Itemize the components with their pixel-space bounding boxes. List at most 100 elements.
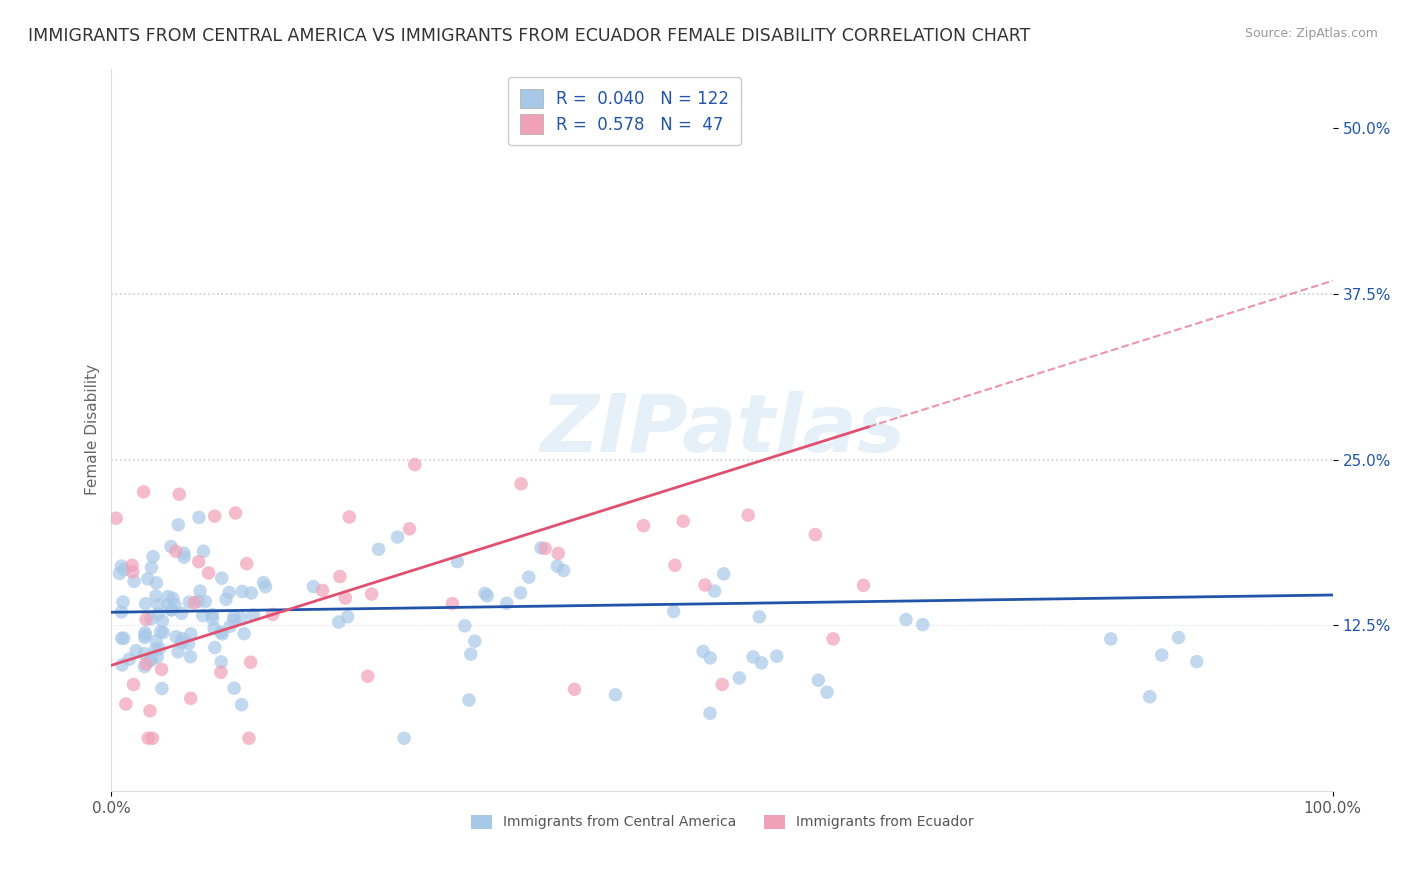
Point (148, 598, 170, 612)
Point (191, 608, 214, 623)
Point (664, 558, 686, 573)
Point (209, 625, 232, 640)
Point (1139, 690, 1161, 704)
Point (202, 621, 225, 635)
Point (699, 651, 721, 665)
Point (302, 580, 325, 594)
Point (852, 578, 875, 592)
Point (218, 585, 240, 599)
Point (145, 589, 167, 603)
Point (215, 592, 238, 607)
Point (633, 518, 655, 533)
Point (398, 522, 420, 536)
Point (160, 540, 183, 554)
Point (204, 640, 226, 655)
Point (231, 584, 253, 599)
Point (252, 575, 274, 590)
Point (236, 557, 259, 571)
Point (231, 698, 253, 712)
Point (145, 575, 167, 590)
Point (121, 565, 143, 579)
Point (142, 549, 165, 564)
Point (201, 607, 224, 622)
Point (160, 603, 183, 617)
Point (894, 613, 917, 627)
Point (222, 681, 245, 696)
Point (699, 706, 721, 721)
Point (209, 665, 232, 680)
Point (111, 632, 134, 646)
Point (464, 634, 486, 648)
Point (122, 574, 145, 589)
Point (387, 530, 409, 544)
Point (804, 527, 827, 541)
Point (209, 655, 232, 669)
Point (183, 596, 205, 610)
Point (139, 653, 162, 667)
Text: Source: ZipAtlas.com: Source: ZipAtlas.com (1244, 27, 1378, 40)
Point (132, 484, 155, 499)
Point (224, 613, 246, 627)
Point (187, 594, 209, 608)
Point (173, 550, 195, 565)
Point (112, 563, 135, 577)
Point (748, 610, 770, 624)
Point (179, 649, 201, 664)
Point (173, 546, 195, 560)
Point (360, 587, 382, 601)
Point (737, 508, 759, 523)
Point (150, 614, 173, 628)
Point (605, 688, 627, 702)
Legend: Immigrants from Central America, Immigrants from Ecuador: Immigrants from Central America, Immigra… (465, 809, 979, 835)
Point (233, 626, 256, 640)
Text: IMMIGRANTS FROM CENTRAL AMERICA VS IMMIGRANTS FROM ECUADOR FEMALE DISABILITY COR: IMMIGRANTS FROM CENTRAL AMERICA VS IMMIG… (28, 27, 1031, 45)
Point (118, 652, 141, 666)
Point (110, 605, 132, 619)
Point (765, 649, 787, 664)
Point (194, 594, 217, 608)
Point (517, 570, 540, 584)
Point (222, 610, 245, 624)
Point (162, 591, 184, 606)
Point (534, 541, 557, 556)
Point (742, 649, 765, 664)
Point (197, 566, 219, 580)
Point (135, 657, 157, 672)
Point (149, 624, 172, 639)
Point (163, 598, 186, 612)
Point (229, 611, 252, 625)
Point (458, 693, 481, 707)
Point (156, 598, 179, 612)
Point (121, 558, 143, 573)
Point (815, 685, 838, 699)
Point (211, 571, 233, 585)
Point (180, 691, 202, 706)
Point (495, 596, 517, 610)
Y-axis label: Female Disability: Female Disability (86, 364, 100, 495)
Point (152, 625, 174, 640)
Point (337, 510, 360, 524)
Point (703, 584, 725, 599)
Point (454, 619, 477, 633)
Point (139, 612, 162, 626)
Point (201, 612, 224, 626)
Point (240, 586, 263, 600)
Point (460, 647, 482, 661)
Point (693, 578, 716, 592)
Point (112, 632, 135, 646)
Point (157, 590, 180, 604)
Point (188, 510, 211, 524)
Point (328, 615, 350, 629)
Point (546, 559, 568, 574)
Point (134, 625, 156, 640)
Point (530, 541, 553, 555)
Point (711, 677, 734, 691)
Point (187, 555, 209, 569)
Point (141, 560, 163, 574)
Point (547, 546, 569, 560)
Point (180, 627, 202, 641)
Point (477, 589, 499, 603)
Text: ZIPatlas: ZIPatlas (540, 391, 904, 469)
Point (108, 566, 131, 581)
Point (474, 586, 496, 600)
